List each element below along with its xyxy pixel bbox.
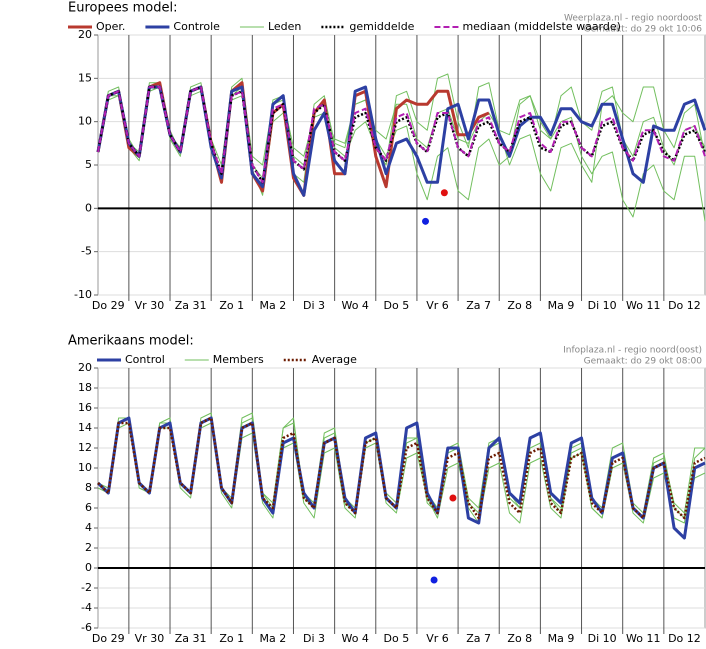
x-tick-label: Vr 30	[135, 632, 165, 645]
x-tick-label: Do 12	[668, 632, 701, 645]
y-tick-label: 8	[85, 481, 92, 494]
y-tick-label: 18	[78, 381, 92, 394]
series-line	[96, 85, 706, 184]
chart-panel: Amerikaans model: Infoplaza.nl - regio no…	[68, 334, 706, 645]
x-tick-label: Ma 2	[260, 299, 287, 312]
y-tick-label: 5	[85, 158, 92, 171]
legend-label: Controle	[173, 20, 220, 33]
x-tick-label: Vr 6	[426, 632, 449, 645]
y-tick-label: -2	[81, 581, 92, 594]
y-tick-label: 4	[85, 521, 92, 534]
x-tick-label: Di 10	[588, 632, 617, 645]
x-tick-label: Vr 30	[135, 299, 165, 312]
legend-label: Control	[125, 353, 165, 366]
y-tick-label: 16	[78, 401, 92, 414]
x-tick-label: Ma 9	[548, 632, 575, 645]
y-tick-label: 12	[78, 441, 92, 454]
created-label: Gemaakt: do 29 okt 08:00	[584, 357, 703, 367]
y-tick-label: 0	[85, 201, 92, 214]
x-tick-label: Ma 2	[260, 632, 287, 645]
legend-label: Leden	[268, 20, 301, 33]
y-tick-label: 15	[78, 71, 92, 84]
source-label: Weerplaza.nl - regio noordoost	[564, 14, 702, 24]
y-tick-label: 20	[78, 361, 92, 374]
marker-dot	[449, 494, 457, 502]
y-tick-label: 0	[85, 561, 92, 574]
x-tick-label: Vr 6	[426, 299, 449, 312]
x-tick-label: Za 7	[466, 632, 491, 645]
x-tick-label: Za 7	[466, 299, 491, 312]
y-tick-label: 20	[78, 28, 92, 41]
x-tick-label: Do 12	[668, 299, 701, 312]
legend-label: mediaan (middelste waarde)	[462, 20, 620, 33]
chart-title: Europees model:	[68, 1, 177, 16]
series-line	[97, 86, 706, 222]
x-tick-label: Wo 11	[626, 632, 660, 645]
marker-dot	[422, 217, 430, 225]
marker-dot	[440, 189, 448, 197]
x-tick-label: Do 5	[384, 299, 410, 312]
marker-dot	[430, 576, 438, 584]
x-tick-label: Do 29	[92, 632, 125, 645]
y-tick-label: -5	[81, 245, 92, 258]
x-tick-label: Wo 4	[341, 299, 368, 312]
chart-title: Amerikaans model:	[68, 334, 194, 349]
plot-area	[97, 367, 706, 629]
x-tick-label: Di 10	[588, 299, 617, 312]
x-tick-label: Do 5	[384, 632, 410, 645]
x-tick-label: Wo 4	[341, 632, 368, 645]
series-line	[96, 85, 706, 197]
y-tick-label: -6	[81, 621, 92, 634]
x-tick-label: Zo 1	[219, 632, 244, 645]
x-tick-label: Wo 11	[626, 299, 660, 312]
created-label: Gemaakt: do 29 okt 10:06	[584, 25, 703, 35]
y-tick-label: 6	[85, 501, 92, 514]
x-tick-label: Ma 9	[548, 299, 575, 312]
legend-label: gemiddelde	[349, 20, 414, 33]
series-line	[97, 416, 706, 520]
source-label: Infoplaza.nl - regio noord(oost)	[563, 346, 702, 356]
x-tick-label: Za 31	[175, 299, 207, 312]
x-tick-label: Di 3	[303, 632, 325, 645]
x-tick-label: Zo 8	[507, 632, 532, 645]
y-tick-label: 10	[78, 115, 92, 128]
x-tick-label: Di 3	[303, 299, 325, 312]
y-tick-label: -10	[74, 288, 92, 301]
x-tick-label: Do 29	[92, 299, 125, 312]
legend-label: Average	[312, 353, 357, 366]
y-tick-label: 2	[85, 541, 92, 554]
y-tick-label: 14	[78, 421, 92, 434]
series-line	[97, 86, 706, 184]
legend-label: Members	[213, 353, 264, 366]
x-tick-label: Zo 8	[507, 299, 532, 312]
y-tick-label: -4	[81, 601, 92, 614]
chart-panel: Europees model: Weerplaza.nl - regio noor…	[68, 1, 706, 312]
x-tick-label: Za 31	[175, 632, 207, 645]
y-tick-label: 10	[78, 461, 92, 474]
x-tick-label: Zo 1	[219, 299, 244, 312]
legend-label: Oper.	[96, 20, 125, 33]
